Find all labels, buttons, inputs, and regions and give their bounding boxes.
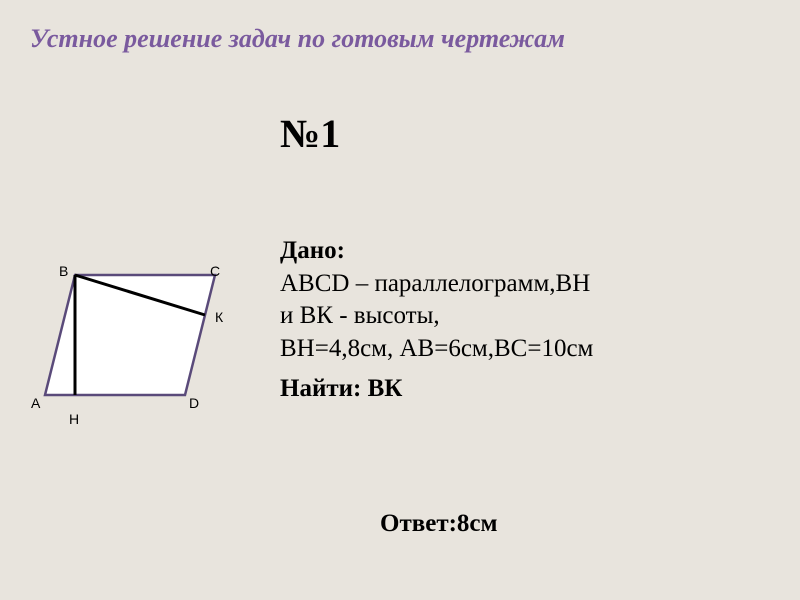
parallelogram-diagram: А В С D Н К	[25, 255, 245, 455]
problem-number: №1	[280, 110, 340, 157]
given-line-3: BH=4,8см, АВ=6см,ВС=10см	[280, 333, 780, 366]
given-label: Дано:	[280, 237, 345, 264]
vertex-label-b: В	[59, 263, 68, 279]
find-label: Найти: ВК	[280, 373, 780, 406]
page-title: Устное решение задач по готовым чертежам	[30, 24, 770, 54]
vertex-label-c: С	[210, 263, 220, 279]
problem-text: Дано: ABCD – параллелограмм,BH и ВК - вы…	[280, 235, 780, 406]
given-line-1: ABCD – параллелограмм,BH	[280, 268, 780, 301]
vertex-label-a: А	[31, 395, 40, 411]
vertex-label-d: D	[189, 395, 199, 411]
vertex-label-h: Н	[69, 411, 79, 427]
diagram-svg	[25, 255, 245, 455]
vertex-label-k: К	[215, 309, 223, 325]
answer-label: Ответ:8см	[380, 510, 498, 538]
given-line-2: и ВК - высоты,	[280, 300, 780, 333]
